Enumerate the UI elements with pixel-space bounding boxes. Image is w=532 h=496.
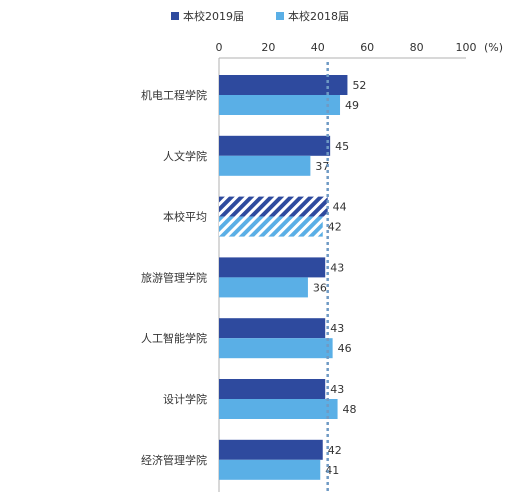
x-tick-label: 20: [261, 41, 275, 54]
bar-2019: [219, 257, 326, 278]
x-tick-label: 100: [456, 41, 477, 54]
bar-2018: [219, 95, 341, 115]
x-tick-label: 40: [311, 41, 325, 54]
category-label: 本校平均: [163, 210, 207, 224]
data-label: 46: [338, 342, 352, 355]
category-label: 人文学院: [163, 149, 207, 163]
data-label: 36: [313, 281, 327, 294]
data-label: 42: [328, 444, 342, 457]
legend-swatch-2018: [276, 12, 284, 20]
bar-2019: [219, 379, 326, 399]
legend: 本校2019届 本校2018届: [171, 9, 349, 23]
data-label: 37: [315, 160, 329, 173]
data-label: 43: [330, 383, 344, 396]
bar-2018: [219, 338, 333, 359]
data-label: 41: [325, 464, 339, 477]
bar-2019: [219, 439, 323, 460]
data-label: 44: [333, 201, 347, 214]
unit-label: (%): [484, 41, 503, 54]
bar-2018: [219, 155, 311, 176]
bar-2019: [219, 318, 326, 339]
legend-label-2019: 本校2019届: [183, 9, 244, 23]
bar-2018: [219, 277, 308, 298]
data-label: 48: [343, 403, 357, 416]
data-label: 43: [330, 261, 344, 274]
bar-2018: [219, 216, 323, 237]
category-label: 人工智能学院: [141, 331, 207, 345]
x-axis-ticks: 0 20 40 60 80 100: [216, 41, 477, 54]
data-label: 42: [328, 221, 342, 234]
data-label: 43: [330, 322, 344, 335]
bar-2019: [219, 135, 331, 156]
data-label: 49: [345, 99, 359, 112]
legend-label-2018: 本校2018届: [288, 9, 349, 23]
bar-2018: [219, 399, 338, 419]
x-tick-label: 0: [216, 41, 223, 54]
bar-2018: [219, 459, 321, 480]
category-label: 设计学院: [163, 392, 207, 406]
data-label: 52: [352, 79, 366, 92]
bars: [219, 75, 348, 480]
category-label: 旅游管理学院: [141, 270, 207, 284]
x-tick-label: 80: [410, 41, 424, 54]
bar-2019: [219, 75, 348, 95]
category-label: 经济管理学院: [141, 453, 207, 467]
category-label: 机电工程学院: [141, 88, 207, 102]
data-label: 45: [335, 140, 349, 153]
bar-2019: [219, 196, 328, 217]
legend-swatch-2019: [171, 12, 179, 20]
x-tick-label: 60: [360, 41, 374, 54]
